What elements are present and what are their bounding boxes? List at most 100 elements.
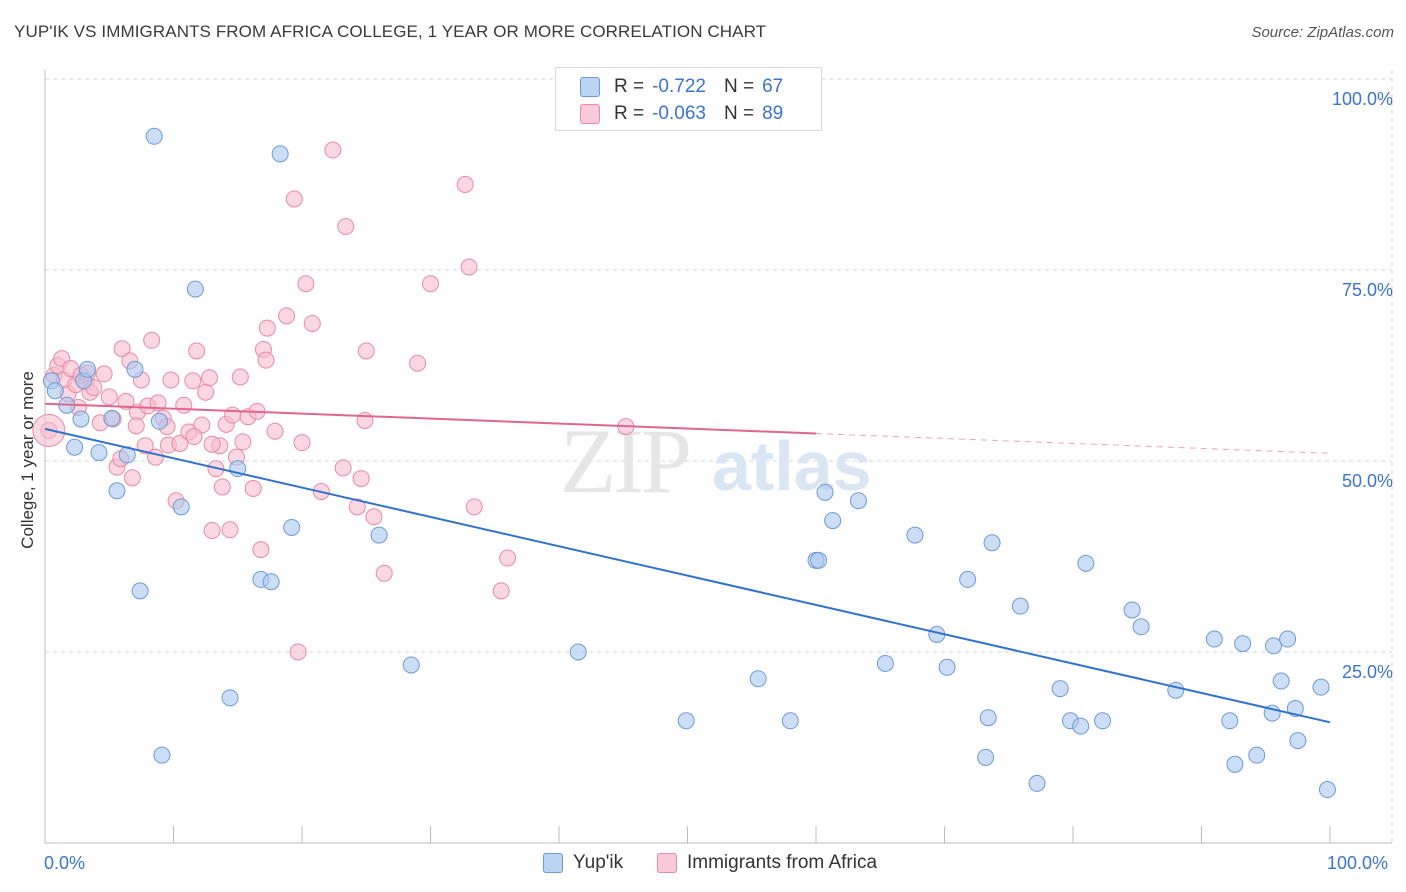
data-point-africa [357,342,375,360]
trend-line-africa-extension [815,432,1331,454]
data-point-yupik [1011,597,1029,615]
data-point-africa [297,275,315,293]
data-point-yupik [186,280,204,298]
correlation-legend: R = -0.722 N = 67 R = -0.063 N = 89 [555,67,822,131]
data-point-yupik [262,573,280,591]
data-point-africa [171,434,189,452]
data-point-africa [252,541,270,559]
data-point-africa [117,392,135,410]
data-point-yupik [677,712,695,730]
data-point-yupik [150,412,168,430]
data-point-africa [143,331,161,349]
data-point-africa [492,582,510,600]
data-point-yupik [283,518,301,536]
data-point-africa [221,521,239,539]
data-point-africa [324,141,342,159]
legend-swatch-blue [543,853,563,873]
data-point-yupik [1248,746,1266,764]
data-point-yupik [569,643,587,661]
y-tick-label: 75.0% [1342,280,1393,300]
data-point-africa [113,340,131,358]
legend-swatch-blue [580,77,600,97]
data-point-africa [200,369,218,387]
data-point-africa [231,368,249,386]
series-immigrants-from-africa-points [32,141,635,661]
data-point-yupik [153,746,171,764]
data-point-yupik [1312,678,1330,696]
data-point-africa [224,406,242,424]
data-point-africa [257,351,275,369]
data-point-yupik [1072,717,1090,735]
data-point-yupik [983,534,1001,552]
data-point-yupik [810,551,828,569]
data-point-yupik [1264,637,1282,655]
series-yupik-points [42,127,1336,799]
data-point-africa [422,275,439,293]
data-point-africa [234,433,252,451]
data-point-yupik [749,670,767,688]
trend-line-africa [44,402,817,435]
source-label: Source: ZipAtlas.com [1251,24,1394,41]
data-point-africa [285,190,303,208]
data-point-yupik [1318,781,1336,799]
legend-n-value: 89 [762,103,784,124]
legend-row-africa: R = -0.063 N = 89 [556,100,783,128]
legend-item-yupik: Yup'ik [543,852,623,874]
data-point-yupik [1289,732,1307,750]
data-point-yupik [1221,712,1239,730]
data-point-yupik [172,498,190,516]
data-point-africa [213,478,231,496]
data-point-africa [293,434,311,452]
legend-n-label: N = [723,76,755,97]
data-point-yupik [1094,712,1112,730]
data-point-yupik [824,512,842,530]
data-point-yupik [1205,630,1223,648]
legend-r-value: -0.722 [652,76,706,97]
data-point-africa [465,498,483,516]
data-point-africa [375,564,393,582]
data-point-yupik [816,483,834,501]
trend-lines [44,402,1331,724]
data-point-yupik [849,492,867,510]
legend-swatch-pink [580,104,600,124]
data-point-yupik [1132,618,1150,636]
x-tick-label-max: 100.0% [1327,853,1389,873]
data-point-africa [136,437,154,455]
legend-r-label: R = [614,103,645,124]
watermark-atlas: atlas [712,427,872,505]
data-point-africa [95,365,113,383]
data-point-africa [123,469,141,487]
data-point-africa [266,422,284,440]
data-point-yupik [370,526,388,544]
data-point-africa [162,371,180,389]
legend-row-yupik: R = -0.722 N = 67 [556,73,783,101]
chart-title: YUP'IK VS IMMIGRANTS FROM AFRICA COLLEGE… [14,22,767,41]
data-point-yupik [78,360,96,378]
grid-lines [45,70,1393,843]
data-point-africa [175,396,193,414]
data-point-yupik [1077,554,1095,572]
data-point-yupik [221,689,239,707]
data-point-africa [334,459,352,477]
legend-n-value: 67 [762,76,784,97]
data-point-yupik [1226,755,1244,773]
legend-n-label: N = [723,103,755,124]
series-legend: Yup'ik Immigrants from Africa [0,852,1406,878]
legend-label-africa: Immigrants from Africa [687,852,878,873]
data-point-yupik [876,654,894,672]
data-point-yupik [271,145,289,163]
data-point-yupik [131,582,149,600]
data-point-yupik [1167,681,1185,699]
data-point-africa [499,549,517,567]
data-point-yupik [1234,635,1252,653]
data-point-yupik [906,526,924,544]
data-point-yupik [1123,601,1141,619]
data-point-yupik [1028,774,1046,792]
y-tick-label: 50.0% [1342,471,1393,491]
legend-r-value: -0.063 [652,103,706,124]
axes [44,70,1392,844]
data-point-yupik [66,438,84,456]
data-point-africa [203,522,221,540]
data-point-yupik [145,127,163,145]
